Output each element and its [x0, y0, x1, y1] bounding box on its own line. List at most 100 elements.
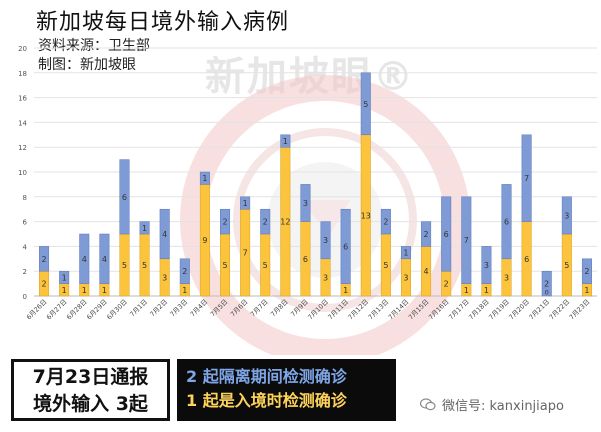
x-tick-label: 6月28日 — [65, 298, 89, 322]
data-label-arrival: 3 — [162, 273, 167, 282]
x-tick-label: 6月27日 — [45, 298, 69, 322]
x-tick-label: 7月20日 — [507, 298, 531, 322]
x-tick-label: 7月2日 — [148, 298, 169, 319]
data-label-arrival: 1 — [82, 286, 87, 295]
data-label-quarantine: 6 — [122, 193, 127, 202]
data-label-arrival: 1 — [464, 286, 469, 295]
data-label-quarantine: 4 — [82, 255, 87, 264]
y-tick-label: 18 — [18, 70, 27, 78]
y-tick-label: 8 — [23, 194, 27, 202]
bar-segment-quarantine — [541, 270, 552, 297]
chart-maker: 制图：新加坡眼 — [38, 57, 136, 73]
bar-segment-quarantine — [561, 196, 572, 235]
bar-segment-quarantine — [521, 134, 532, 222]
bar-segment-quarantine — [421, 221, 432, 247]
data-label-arrival: 1 — [62, 286, 67, 295]
data-label-quarantine: 4 — [162, 230, 167, 239]
data-label-quarantine: 2 — [42, 255, 47, 264]
y-tick-label: 2 — [23, 268, 27, 276]
data-label-quarantine: 7 — [464, 236, 469, 245]
data-label-arrival: 2 — [42, 280, 47, 289]
data-label-quarantine: 2 — [383, 218, 388, 227]
data-label-quarantine: 4 — [102, 255, 107, 264]
bar-segment-quarantine — [461, 196, 472, 284]
data-label-arrival: 5 — [222, 261, 227, 270]
bar-segment-quarantine — [199, 171, 210, 185]
data-label-arrival: 13 — [361, 211, 371, 220]
data-label-arrival: 3 — [403, 273, 408, 282]
data-label-arrival: 7 — [243, 249, 248, 258]
summary-date: 7月23日通报 — [32, 366, 149, 388]
bar-segment-quarantine — [441, 196, 452, 272]
bar-segment-quarantine — [380, 208, 391, 235]
data-label-arrival: 5 — [142, 261, 147, 270]
data-label-arrival: 0 — [545, 289, 549, 297]
x-tick-label: 7月23日 — [568, 298, 592, 322]
data-label-quarantine: 1 — [202, 174, 207, 183]
data-source: 资料来源：卫生部 — [38, 38, 150, 54]
data-label-arrival: 1 — [584, 286, 589, 295]
data-label-quarantine: 6 — [504, 218, 509, 227]
bar-segment-quarantine — [300, 184, 311, 222]
x-tick-label: 7月17日 — [447, 298, 471, 322]
bar-segment-quarantine — [179, 258, 190, 284]
data-label-quarantine: 1 — [142, 224, 147, 233]
data-label-arrival: 12 — [280, 218, 290, 227]
wechat-text: 微信号: kanxinjiapo — [442, 399, 564, 414]
x-tick-label: 7月4日 — [189, 298, 210, 319]
summary-box: 7月23日通报 境外输入 3起 — [11, 359, 170, 421]
x-tick-label: 7月21日 — [528, 298, 552, 322]
x-tick-label: 7月7日 — [249, 298, 270, 319]
data-label-quarantine: 3 — [564, 211, 569, 220]
y-axis: 0 2 4 6 8 10 12 14 16 18 20 — [18, 45, 27, 301]
data-label-arrival: 5 — [564, 261, 569, 270]
data-label-quarantine: 1 — [283, 137, 288, 146]
data-label-quarantine: 2 — [222, 218, 227, 227]
y-tick-label: 0 — [23, 293, 27, 301]
bar-segment-quarantine — [119, 159, 130, 235]
data-label-arrival: 5 — [383, 261, 388, 270]
y-tick-label: 12 — [18, 144, 27, 152]
data-label-arrival: 1 — [102, 286, 107, 295]
x-tick-label: 7月18日 — [467, 298, 491, 322]
bar-segment-quarantine — [39, 246, 50, 272]
breakdown-box: 2 起隔离期间检测确诊 1 起是入境时检测确诊 — [177, 359, 396, 421]
bar-segment-quarantine — [79, 233, 90, 284]
data-label-arrival: 3 — [504, 273, 509, 282]
bar-segment-quarantine — [581, 258, 592, 284]
y-tick-label: 6 — [23, 219, 28, 227]
data-label-quarantine: 6 — [343, 242, 348, 251]
bar-segment-quarantine — [220, 208, 231, 235]
data-label-quarantine: 5 — [363, 100, 368, 109]
bar-segment-quarantine — [280, 134, 291, 148]
data-label-arrival: 5 — [263, 261, 268, 270]
bar-segment-quarantine — [320, 221, 331, 260]
x-tick-label: 6月29日 — [85, 298, 109, 322]
data-label-quarantine: 2 — [584, 267, 589, 276]
wechat-id: 微信号: kanxinjiapo — [420, 395, 564, 414]
chart-title: 新加坡每日境外输入病例 — [36, 10, 290, 35]
data-label-arrival: 6 — [524, 255, 529, 264]
x-tick-label: 7月19日 — [487, 298, 511, 322]
note-arrival: 1 起是入境时检测确诊 — [186, 391, 347, 410]
data-label-quarantine: 2 — [182, 267, 187, 276]
bar-segment-quarantine — [159, 208, 170, 260]
data-label-arrival: 3 — [323, 273, 328, 282]
bar-segment-quarantine — [400, 246, 411, 260]
data-label-arrival: 2 — [444, 280, 449, 289]
x-tick-label: 7月8日 — [269, 298, 290, 319]
data-label-quarantine: 3 — [323, 236, 328, 245]
data-label-arrival: 1 — [484, 286, 489, 295]
bar-segment-quarantine — [240, 196, 251, 210]
note-quarantine: 2 起隔离期间检测确诊 — [186, 367, 347, 386]
wechat-icon — [420, 398, 436, 411]
x-tick-label: 6月26日 — [25, 298, 49, 322]
y-tick-label: 4 — [23, 243, 28, 251]
bar-segment-quarantine — [260, 208, 271, 235]
data-label-arrival: 4 — [424, 267, 429, 276]
bar-segment-quarantine — [340, 208, 351, 284]
data-label-quarantine: 2 — [544, 280, 549, 289]
data-label-quarantine: 2 — [263, 218, 268, 227]
